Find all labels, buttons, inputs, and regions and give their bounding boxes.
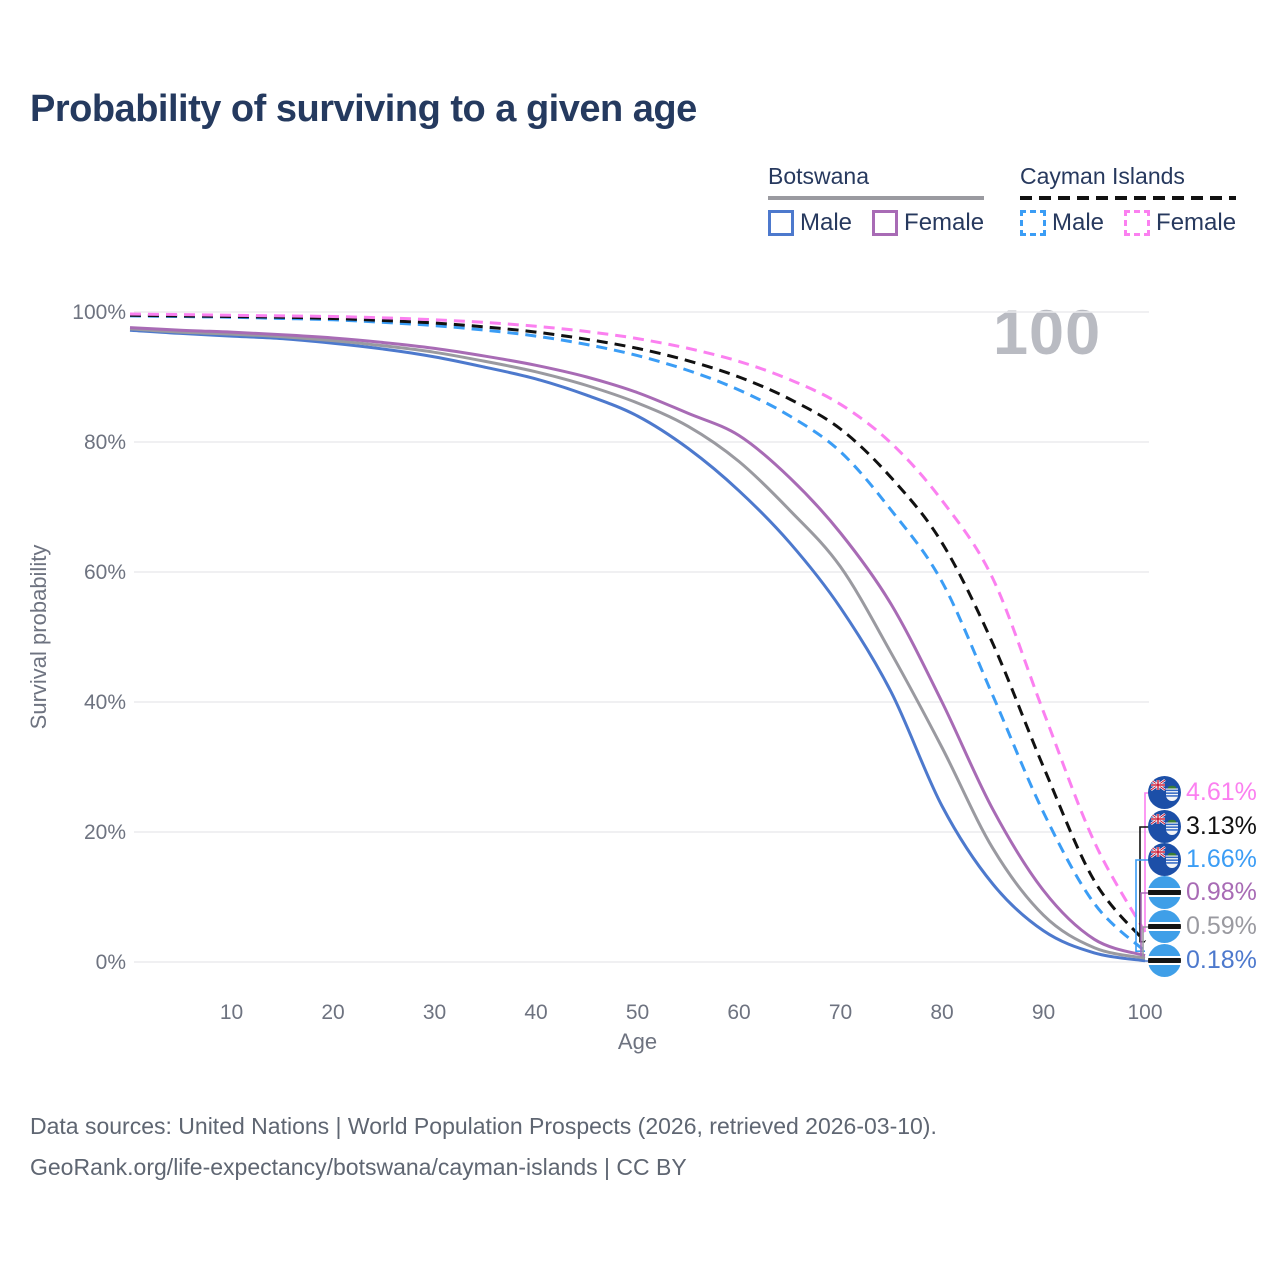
legend-label: Female <box>1156 209 1237 236</box>
source-note: Data sources: United Nations | World Pop… <box>30 1106 937 1188</box>
leader-line <box>1142 926 1151 959</box>
x-tick-label: 100 <box>1127 1001 1162 1024</box>
legend-item-botswana-female[interactable]: Female <box>872 209 984 237</box>
y-tick-label: 0% <box>96 951 126 974</box>
curve-cayman-islands-both-sexes <box>129 313 1147 943</box>
y-tick-label: 100% <box>72 301 126 324</box>
botswana-male-swatch-icon <box>768 210 794 236</box>
curve-cayman-islands-female <box>129 312 1147 933</box>
legend-item-botswana-male[interactable]: Male <box>768 209 852 237</box>
y-tick-label: 60% <box>84 561 126 584</box>
legend-group-botswana: Botswana Male Female <box>768 163 985 237</box>
leader-line <box>1144 792 1151 932</box>
legend-item-cayman-female[interactable]: Female <box>1124 209 1236 237</box>
chart-title: Probability of surviving to a given age <box>30 88 697 130</box>
legend-label: Male <box>800 209 853 236</box>
curve-cayman-islands-male <box>129 314 1147 953</box>
legend-label: Male <box>1052 209 1105 236</box>
y-tick-label: 80% <box>84 431 126 454</box>
legend-label: Female <box>904 209 985 236</box>
curve-botswana-both-sexes <box>129 327 1146 960</box>
x-tick-label: 20 <box>321 1001 344 1024</box>
x-tick-label: 30 <box>423 1001 446 1024</box>
x-tick-label: 50 <box>626 1001 649 1024</box>
botswana-female-swatch-icon <box>872 210 899 236</box>
legend-country-botswana: Botswana <box>768 163 870 189</box>
curve-botswana-female <box>129 326 1146 958</box>
legend-item-cayman-male[interactable]: Male <box>1020 209 1104 237</box>
solid-line-style-sample <box>768 196 985 200</box>
cayman-male-swatch-icon <box>1020 210 1046 236</box>
y-axis-title: Survival probability <box>26 545 51 730</box>
curve-botswana-male <box>129 328 1146 963</box>
source-line-1: Data sources: United Nations | World Pop… <box>30 1113 937 1139</box>
x-tick-label: 60 <box>727 1001 750 1024</box>
y-tick-label: 20% <box>84 821 126 844</box>
legend-country-cayman-islands: Cayman Islands <box>1020 163 1185 189</box>
cayman-female-swatch-icon <box>1124 210 1151 236</box>
x-axis-title: Age <box>618 1029 657 1054</box>
x-tick-label: 80 <box>930 1001 953 1024</box>
y-tick-label: 40% <box>84 691 126 714</box>
x-tick-label: 70 <box>829 1001 852 1024</box>
source-line-2: GeoRank.org/life-expectancy/botswana/cay… <box>30 1154 687 1180</box>
x-tick-label: 40 <box>524 1001 547 1024</box>
dashed-line-style-sample <box>1020 196 1237 200</box>
age-watermark: 100 <box>993 298 1102 368</box>
x-tick-label: 10 <box>220 1001 243 1024</box>
x-tick-label: 90 <box>1032 1001 1055 1024</box>
legend-group-cayman-islands: Cayman Islands Male Female <box>1020 163 1237 237</box>
